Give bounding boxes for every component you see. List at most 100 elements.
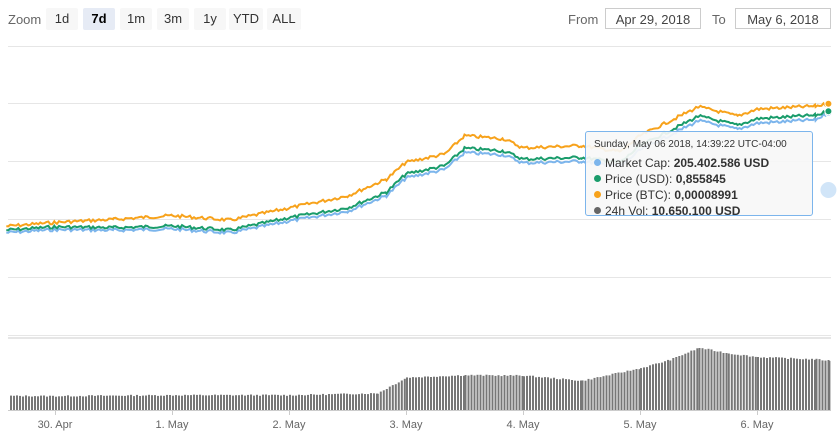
volume-bar (337, 393, 339, 410)
volume-bar (160, 395, 162, 410)
volume-bar (178, 395, 180, 410)
zoom-1m-button[interactable]: 1m (120, 8, 152, 30)
volume-bar (701, 348, 704, 410)
volume-bar (640, 368, 642, 410)
volume-bar (596, 377, 599, 410)
tooltip-row-price-btc: Price (BTC): 0,00008991 (594, 187, 804, 203)
volume-bar (620, 372, 623, 410)
volume-bar (271, 394, 273, 410)
volume-bar (25, 395, 27, 410)
volume-bar (745, 355, 748, 410)
volume-bar (211, 395, 213, 410)
volume-bar (509, 375, 512, 410)
volume-bar (418, 377, 420, 410)
volume-bar (730, 354, 733, 410)
volume-bar (13, 395, 15, 410)
volume-bar (250, 394, 252, 410)
volume-bar (635, 369, 638, 410)
from-date-input[interactable]: Apr 29, 2018 (605, 8, 701, 29)
volume-bar (124, 395, 126, 410)
volume-bar (214, 394, 216, 410)
volume-bar (139, 396, 141, 410)
tooltip-label: 24h Vol (605, 204, 646, 218)
volume-bar (742, 354, 745, 410)
volume-bar (556, 379, 558, 410)
zoom-label: Zoom (8, 12, 42, 27)
volume-bar (37, 396, 39, 410)
x-tick-label: 30. Apr (38, 419, 73, 431)
volume-bar (58, 396, 60, 410)
volume-bar (379, 391, 382, 410)
volume-bar (412, 377, 414, 410)
series-line-market-cap (6, 112, 829, 236)
volume-bar (442, 376, 444, 410)
tooltip: Sunday, May 06 2018, 14:39:22 UTC-04:00 … (585, 131, 813, 218)
volume-bar (623, 372, 626, 410)
volume-bar (157, 395, 159, 410)
volume-bar (28, 396, 30, 410)
volume-bar (611, 373, 614, 410)
zoom-all-button[interactable]: ALL (267, 8, 301, 30)
volume-bar (208, 395, 210, 410)
grid-lines (8, 46, 831, 336)
volume-bar (253, 395, 255, 410)
volume-bar (391, 385, 394, 410)
volume-bar (547, 377, 549, 410)
volume-bar (355, 394, 357, 410)
volume-bar (193, 394, 195, 410)
volume-bar (358, 394, 360, 410)
volume-bar (553, 377, 555, 410)
volume-bar (409, 377, 411, 410)
volume-bar (334, 393, 336, 410)
volume-bar (382, 390, 385, 410)
volume-bar (494, 375, 497, 410)
zoom-ytd-button[interactable]: YTD (229, 8, 263, 30)
volume-bar (463, 375, 465, 410)
volume-bar (424, 376, 426, 410)
volume-bar (790, 357, 792, 410)
volume-bar (678, 356, 681, 410)
volume-bar (473, 375, 476, 410)
volume-bar (385, 389, 388, 410)
volume-bar (672, 358, 675, 410)
volume-bar (301, 395, 303, 410)
volume-bar (675, 357, 678, 410)
hover-halo (820, 182, 837, 198)
hover-point (824, 99, 833, 108)
volume-bar (796, 358, 798, 410)
tooltip-header: Sunday, May 06 2018, 14:39:22 UTC-04:00 (594, 139, 787, 150)
volume-bar (229, 394, 231, 410)
volume-bar (571, 380, 573, 410)
volume-bar (574, 380, 576, 410)
volume-bar (331, 394, 333, 410)
tooltip-value: 0,855845 (675, 172, 726, 186)
volume-bar (406, 377, 408, 410)
zoom-1d-button[interactable]: 1d (46, 8, 78, 30)
volume-bar (151, 395, 153, 410)
volume-bar (467, 375, 470, 410)
volume-bar (205, 395, 207, 410)
volume-bar (460, 376, 462, 410)
volume-bar (451, 375, 453, 410)
volume-bar (352, 394, 354, 410)
volume-bar (523, 376, 525, 410)
volume-bar (19, 395, 21, 410)
volume-bar (16, 395, 18, 410)
volume-bar (638, 369, 641, 410)
volume-bar (283, 394, 285, 410)
zoom-1y-button[interactable]: 1y (194, 8, 226, 30)
volume-bar (286, 395, 288, 410)
volume-bar (632, 369, 635, 410)
volume-bar (454, 375, 456, 410)
from-label: From (568, 12, 599, 27)
volume-bar (10, 395, 12, 410)
volume-bar (464, 375, 467, 410)
volume-bar (727, 353, 730, 410)
to-date-input[interactable]: May 6, 2018 (735, 8, 831, 29)
volume-bar (43, 395, 45, 410)
zoom-7d-button[interactable]: 7d (83, 8, 115, 30)
zoom-3m-button[interactable]: 3m (157, 8, 189, 30)
legend-dot-icon (594, 207, 601, 214)
volume-bar (238, 395, 240, 410)
volume-bar (646, 367, 648, 410)
